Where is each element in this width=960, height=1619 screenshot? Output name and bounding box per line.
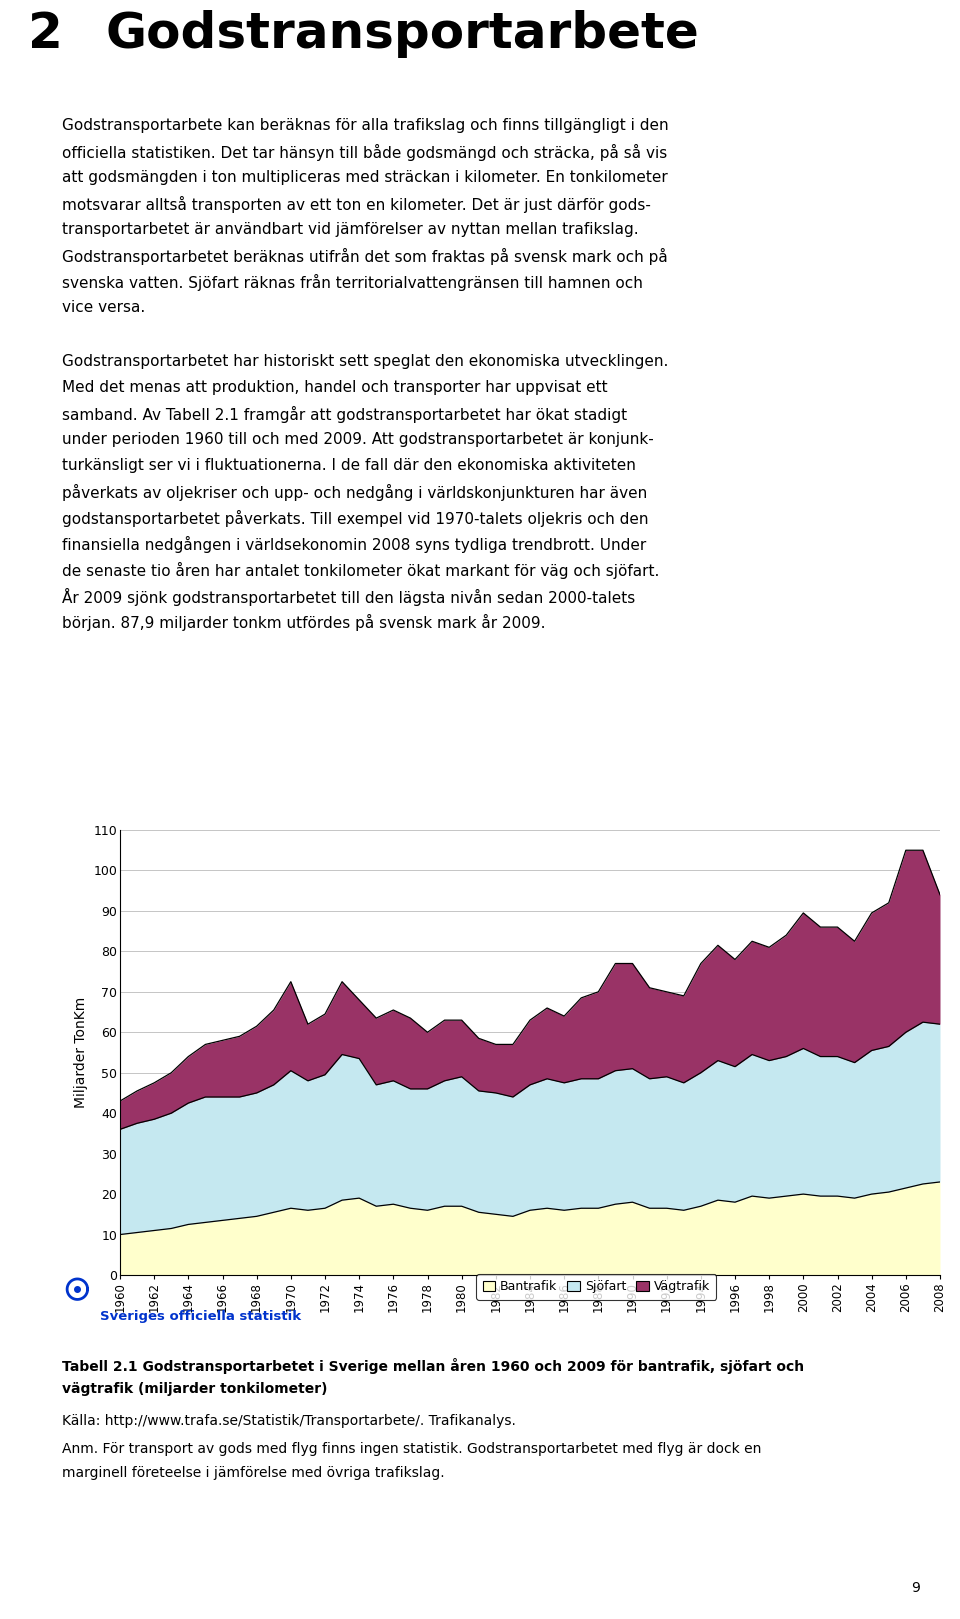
Text: Godstransportarbetet beräknas utifrån det som fraktas på svensk mark och på: Godstransportarbetet beräknas utifrån de…	[62, 248, 668, 266]
Text: godstansportarbetet påverkats. Till exempel vid 1970-talets oljekris och den: godstansportarbetet påverkats. Till exem…	[62, 510, 649, 528]
Text: Godstransportarbete kan beräknas för alla trafikslag och finns tillgängligt i de: Godstransportarbete kan beräknas för all…	[62, 118, 668, 133]
Text: vägtrafik (miljarder tonkilometer): vägtrafik (miljarder tonkilometer)	[62, 1383, 327, 1396]
Text: transportarbetet är användbart vid jämförelser av nyttan mellan trafikslag.: transportarbetet är användbart vid jämfö…	[62, 222, 638, 236]
Text: Godstransportarbetet har historiskt sett speglat den ekonomiska utvecklingen.: Godstransportarbetet har historiskt sett…	[62, 355, 668, 369]
Text: vice versa.: vice versa.	[62, 300, 145, 316]
Text: Källa: http://www.trafa.se/Statistik/Transportarbete/. Trafikanalys.: Källa: http://www.trafa.se/Statistik/Tra…	[62, 1413, 516, 1428]
Text: turkänsligt ser vi i fluktuationerna. I de fall där den ekonomiska aktiviteten: turkänsligt ser vi i fluktuationerna. I …	[62, 458, 636, 473]
Text: marginell företeelse i jämförelse med övriga trafikslag.: marginell företeelse i jämförelse med öv…	[62, 1465, 444, 1480]
Text: Med det menas att produktion, handel och transporter har uppvisat ett: Med det menas att produktion, handel och…	[62, 380, 608, 395]
Text: 9: 9	[911, 1582, 920, 1595]
Text: Anm. För transport av gods med flyg finns ingen statistik. Godstransportarbetet : Anm. För transport av gods med flyg finn…	[62, 1443, 761, 1455]
Text: finansiella nedgången i världsekonomin 2008 syns tydliga trendbrott. Under: finansiella nedgången i världsekonomin 2…	[62, 536, 646, 554]
Text: början. 87,9 miljarder tonkm utfördes på svensk mark år 2009.: början. 87,9 miljarder tonkm utfördes på…	[62, 614, 545, 631]
Text: att godsmängden i ton multipliceras med sträckan i kilometer. En tonkilometer: att godsmängden i ton multipliceras med …	[62, 170, 668, 185]
Text: Tabell 2.1 Godstransportarbetet i Sverige mellan åren 1960 och 2009 för bantrafi: Tabell 2.1 Godstransportarbetet i Sverig…	[62, 1358, 804, 1375]
Text: samband. Av Tabell 2.1 framgår att godstransportarbetet har ökat stadigt: samband. Av Tabell 2.1 framgår att godst…	[62, 406, 627, 423]
Text: de senaste tio åren har antalet tonkilometer ökat markant för väg och sjöfart.: de senaste tio åren har antalet tonkilom…	[62, 562, 660, 580]
Legend: Bantrafik, Sjöfart, Vägtrafik: Bantrafik, Sjöfart, Vägtrafik	[476, 1274, 716, 1300]
Text: svenska vatten. Sjöfart räknas från territorialvattengränsen till hamnen och: svenska vatten. Sjöfart räknas från terr…	[62, 274, 643, 291]
Text: under perioden 1960 till och med 2009. Att godstransportarbetet är konjunk-: under perioden 1960 till och med 2009. A…	[62, 432, 654, 447]
Text: officiella statistiken. Det tar hänsyn till både godsmängd och sträcka, på så vi: officiella statistiken. Det tar hänsyn t…	[62, 144, 667, 160]
Text: År 2009 sjönk godstransportarbetet till den lägsta nivån sedan 2000-talets: År 2009 sjönk godstransportarbetet till …	[62, 588, 636, 606]
Y-axis label: Miljarder TonKm: Miljarder TonKm	[74, 997, 87, 1107]
Text: Godstransportarbete: Godstransportarbete	[105, 10, 699, 58]
Text: påverkats av oljekriser och upp- och nedgång i världskonjunkturen har även: påverkats av oljekriser och upp- och ned…	[62, 484, 647, 500]
Text: Sveriges officiella statistik: Sveriges officiella statistik	[100, 1310, 301, 1323]
Text: 2: 2	[28, 10, 62, 58]
Text: motsvarar alltså transporten av ett ton en kilometer. Det är just därför gods-: motsvarar alltså transporten av ett ton …	[62, 196, 651, 214]
